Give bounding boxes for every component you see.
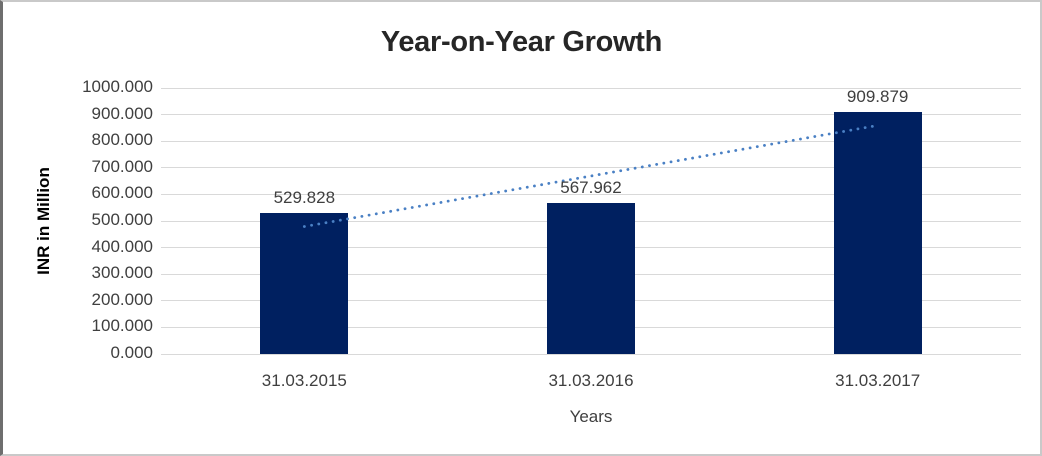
gridline [161,140,1021,142]
y-tick-label: 500.000 [91,210,153,229]
bar-31.03.2016 [547,202,635,354]
plot-area: 529.828 567.962 909.879 [161,86,1021,355]
gridline [161,193,1021,195]
trendline [302,124,880,228]
y-tick-label: 700.000 [91,156,153,176]
data-label: 529.828 [273,188,336,208]
data-label: 909.879 [846,86,909,106]
y-tick-label: 900.000 [91,103,153,123]
x-tick-label: 31.03.2017 [835,371,921,390]
gridline [161,87,1021,89]
y-tick-label: 100.000 [91,316,153,336]
bar-31.03.2015 [260,213,349,354]
x-tick-label: 31.03.2016 [548,371,634,390]
x-tick-label: 31.03.2015 [261,371,347,390]
y-tick-label: 300.000 [91,263,153,283]
y-tick-label: 400.000 [91,236,153,256]
y-tick-label: 0.000 [110,343,153,362]
gridline [161,114,1021,116]
y-tick-label: 1000.000 [82,77,153,96]
y-tick-label: 200.000 [91,289,153,309]
bar-31.03.2017 [833,111,922,354]
y-tick-label: 800.000 [91,130,153,150]
gridline [161,353,1021,355]
y-tick-label: 600.000 [91,183,153,203]
data-label: 567.962 [560,177,622,197]
chart-title: Year-on-Year Growth [380,26,663,58]
gridline [161,167,1021,169]
x-axis-title: Years [569,407,613,426]
